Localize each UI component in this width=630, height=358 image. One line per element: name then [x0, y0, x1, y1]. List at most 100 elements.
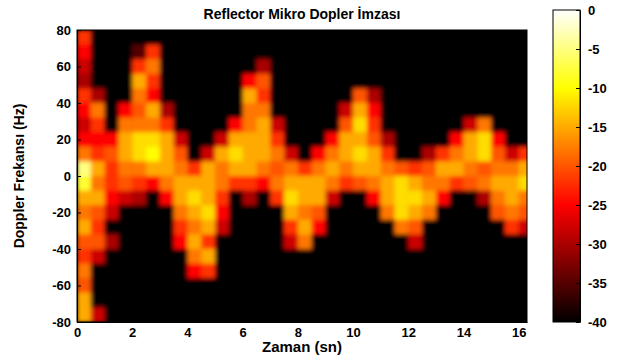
cell: [105, 118, 119, 133]
cell: [187, 30, 201, 45]
cell: [505, 278, 519, 293]
cell: [505, 264, 519, 279]
cell: [91, 147, 105, 162]
cell: [422, 191, 436, 206]
cell: [477, 103, 491, 118]
cell: [91, 264, 105, 279]
cell: [215, 278, 229, 293]
cell: [160, 161, 174, 176]
cell: [284, 264, 298, 279]
tick: -25: [576, 198, 607, 213]
tick-mark: [77, 286, 81, 287]
cell: [367, 249, 381, 264]
cell: [519, 74, 527, 89]
cell: [105, 132, 119, 147]
cell: [450, 191, 464, 206]
cell: [450, 278, 464, 293]
cell: [450, 161, 464, 176]
cell: [256, 191, 270, 206]
cell: [105, 45, 119, 60]
cell: [381, 74, 395, 89]
cell: [132, 161, 146, 176]
cell: [353, 45, 367, 60]
tick-mark: [576, 322, 580, 323]
cell: [436, 249, 450, 264]
tick: 4: [184, 318, 192, 340]
tick-mark: [77, 322, 81, 323]
cell: [353, 176, 367, 191]
cell: [464, 205, 478, 220]
cell: [187, 293, 201, 308]
cell: [450, 132, 464, 147]
tick: 10: [346, 318, 360, 340]
cell: [118, 307, 132, 322]
cell: [312, 74, 326, 89]
cell: [201, 88, 215, 103]
cell: [312, 220, 326, 235]
cell: [91, 103, 105, 118]
cell: [491, 132, 505, 147]
cell: [91, 249, 105, 264]
cell: [519, 293, 527, 308]
cell: [229, 147, 243, 162]
cell: [270, 176, 284, 191]
cell: [436, 191, 450, 206]
tick-label: -30: [588, 237, 607, 252]
cell: [477, 264, 491, 279]
cell: [477, 205, 491, 220]
cell: [215, 45, 229, 60]
cell: [339, 88, 353, 103]
cell: [339, 234, 353, 249]
cell: [325, 132, 339, 147]
cell: [339, 307, 353, 322]
tick-mark: [77, 140, 81, 141]
tick-label: -15: [588, 120, 607, 135]
cell: [450, 205, 464, 220]
tick-mark: [519, 318, 520, 322]
cell: [174, 103, 188, 118]
cell: [201, 103, 215, 118]
cell: [298, 147, 312, 162]
cell: [477, 30, 491, 45]
cell: [325, 30, 339, 45]
cell: [491, 59, 505, 74]
cell: [312, 249, 326, 264]
cell: [312, 118, 326, 133]
cell: [105, 249, 119, 264]
cell: [325, 307, 339, 322]
cell: [270, 59, 284, 74]
cell: [132, 278, 146, 293]
cell: [491, 147, 505, 162]
cell: [491, 103, 505, 118]
cell: [353, 103, 367, 118]
tick-label: 2: [129, 325, 136, 340]
cell: [229, 103, 243, 118]
cell: [298, 118, 312, 133]
cell: [325, 161, 339, 176]
cell: [394, 278, 408, 293]
tick: 6: [240, 318, 247, 340]
cell: [505, 161, 519, 176]
cell: [91, 132, 105, 147]
cell: [174, 59, 188, 74]
cell: [436, 103, 450, 118]
cell: [215, 103, 229, 118]
cell: [91, 220, 105, 235]
cell: [353, 205, 367, 220]
cell: [450, 264, 464, 279]
cell: [160, 45, 174, 60]
cell: [146, 161, 160, 176]
cell: [118, 118, 132, 133]
cell: [201, 118, 215, 133]
cell: [270, 293, 284, 308]
cell: [256, 176, 270, 191]
cell: [160, 147, 174, 162]
cell: [201, 220, 215, 235]
cell: [132, 293, 146, 308]
cell: [243, 234, 257, 249]
cell: [312, 234, 326, 249]
tick-label: -25: [588, 198, 607, 213]
cell: [381, 205, 395, 220]
cell: [105, 103, 119, 118]
cell: [491, 191, 505, 206]
